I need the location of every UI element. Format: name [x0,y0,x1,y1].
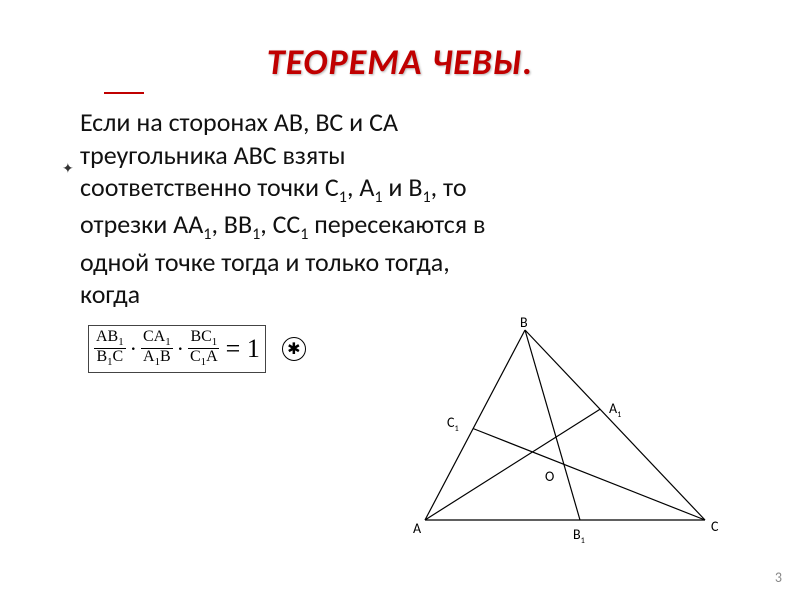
f2-den: A [143,348,155,365]
f3-num: BC [190,328,211,345]
label-O: O [545,468,554,485]
f1-num-sub: 1 [118,336,123,348]
label-A: A [413,520,421,537]
body-line-5: одной точке тогда и только тогда, [80,246,450,278]
body-line-1: Если на сторонах АВ, ВС и СА [80,106,398,138]
label-B1: B1 [573,526,585,546]
sub-c1: 1 [339,188,347,207]
equals-one: = 1 [220,334,260,364]
slide-title: ТЕОРЕМА ЧЕВЫ. [0,40,800,84]
dot-2: · [173,336,188,362]
diagram-svg [405,320,735,550]
label-C1: C1 [447,414,459,434]
body-line-2: треугольника АВС взяты [80,139,346,171]
body-line-4a: отрезки АА [80,208,203,240]
f1-den-tail: C [113,348,124,365]
body-line-3a: соответственно точки С [80,171,339,203]
triangle-diagram: B A C C1 A1 B1 O [405,320,735,550]
star-icon: ✱ [282,337,306,361]
f2-num-sub: 1 [165,336,170,348]
formula-box: AB1 B1C · CA1 A1B · BC1 C1A = 1 [88,325,266,373]
f3-den-tail: A [206,348,218,365]
body-line-3d: , то [431,171,467,203]
bullet-icon: ✦ [62,160,74,177]
f2-num: CA [143,328,165,345]
sub-b1: 1 [423,188,431,207]
f1-den: B [96,348,107,365]
body-line-4d: пересекаются в [308,208,485,240]
dot-1: · [126,336,141,362]
frac-2: CA1 A1B [141,329,173,369]
f3-den: C [190,348,201,365]
label-C: C [711,518,718,535]
label-B: B [520,314,528,331]
body-line-4c: , СС [260,208,300,240]
frac-1: AB1 B1C [94,329,126,369]
body-line-3c: и B [383,171,423,203]
frac-3: BC1 C1A [188,329,220,369]
page-number: 3 [775,569,782,586]
body-line-4b: , ВВ [211,208,252,240]
sub-a1: 1 [374,188,382,207]
f2-den-tail: B [160,348,171,365]
f1-num: AB [96,328,118,345]
label-A1: A1 [609,400,621,420]
f3-num-sub: 1 [212,336,217,348]
body-line-6: когда [80,278,140,310]
body-line-3b: , A [347,171,374,203]
